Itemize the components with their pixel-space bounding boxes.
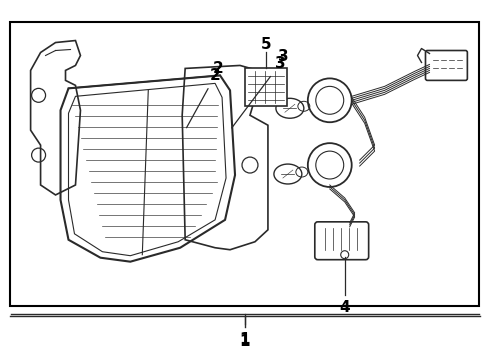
Text: 4: 4 [340, 300, 350, 315]
Text: 2: 2 [213, 61, 223, 76]
Text: 1: 1 [240, 332, 250, 347]
Text: 2: 2 [187, 68, 220, 128]
Text: 1: 1 [240, 334, 250, 349]
Bar [245, 68, 287, 106]
Text: 3: 3 [277, 49, 288, 64]
Text: 5: 5 [261, 37, 271, 52]
Bar [10, 22, 479, 306]
Text: 3: 3 [232, 57, 285, 128]
